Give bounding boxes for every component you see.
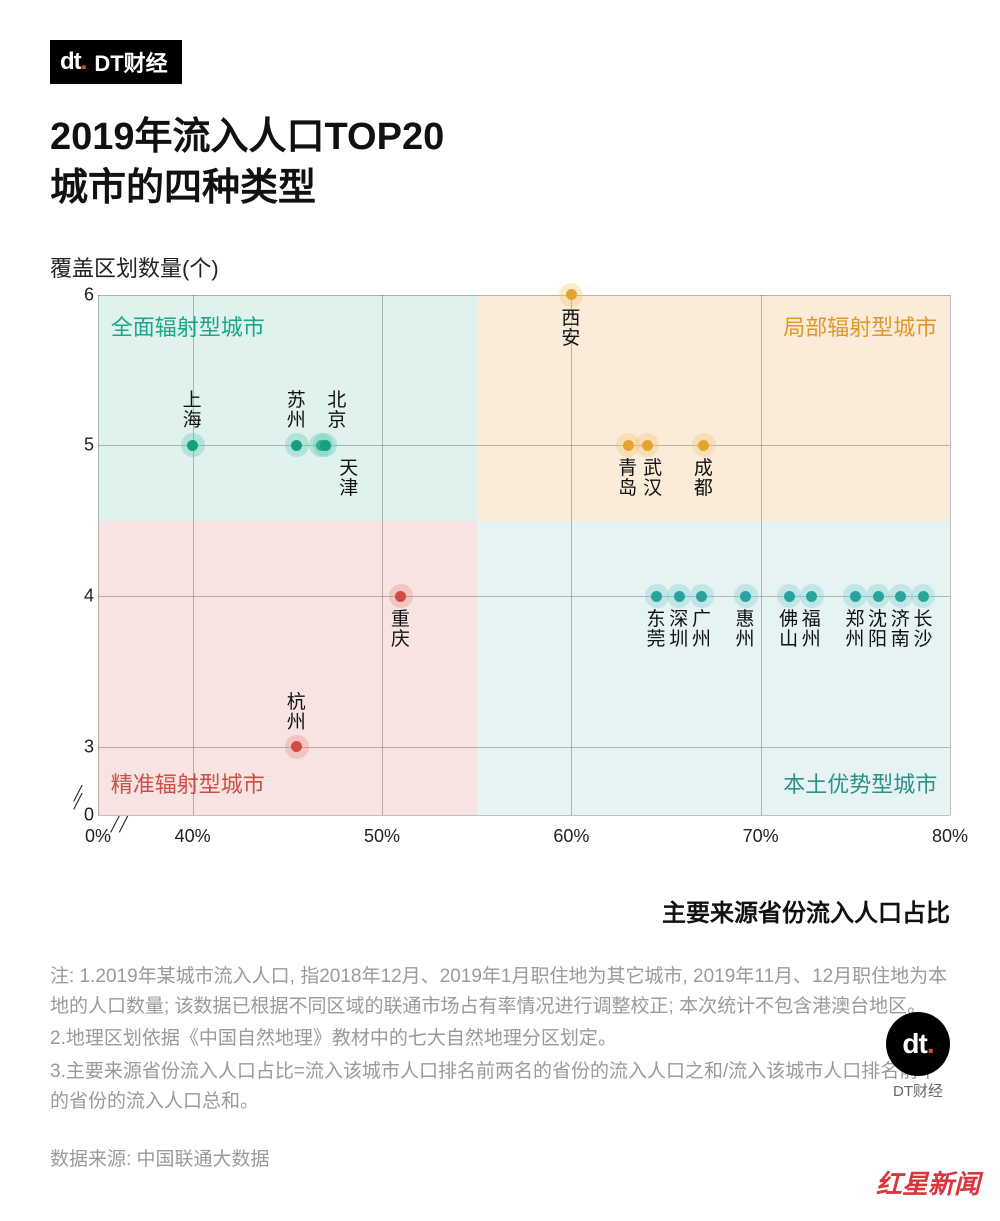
point-label: 杭州 bbox=[287, 693, 306, 733]
quadrant-label-bl: 精准辐射型城市 bbox=[111, 767, 265, 799]
axis-break-icon: ╱╱ bbox=[111, 820, 127, 828]
gridline-v bbox=[98, 295, 99, 815]
point-core bbox=[651, 591, 662, 602]
point-core bbox=[806, 591, 817, 602]
y-tick-label: 4 bbox=[70, 586, 94, 607]
point-core bbox=[187, 440, 198, 451]
point-label: 福州 bbox=[802, 610, 821, 650]
gridline-v bbox=[382, 295, 383, 815]
point-core bbox=[784, 591, 795, 602]
point-core bbox=[918, 591, 929, 602]
corner-logo-caption: DT财经 bbox=[886, 1080, 950, 1101]
point-core bbox=[395, 591, 406, 602]
y-tick-label: 3 bbox=[70, 736, 94, 757]
point-label: 济南 bbox=[891, 610, 910, 650]
point-core bbox=[291, 440, 302, 451]
point-core bbox=[698, 440, 709, 451]
footnote-line: 2.地理区划依据《中国自然地理》教材中的七大自然地理分区划定。 bbox=[50, 1024, 950, 1054]
point-core bbox=[623, 440, 634, 451]
point-core bbox=[674, 591, 685, 602]
title-line-1: 2019年流入人口TOP20 bbox=[50, 116, 444, 158]
page: dt. DT财经 2019年流入人口TOP20 城市的四种类型 覆盖区划数量(个… bbox=[0, 0, 1000, 1221]
corner-brand-logo: dt. DT财经 bbox=[886, 1012, 950, 1101]
brand-badge: dt. DT财经 bbox=[50, 40, 182, 84]
point-label: 佛山 bbox=[779, 610, 798, 650]
point-label: 沈阳 bbox=[868, 610, 887, 650]
point-label: 广州 bbox=[692, 610, 711, 650]
brand-logo: dt. bbox=[60, 48, 86, 76]
footnote-line: 3.主要来源省份流入人口占比=流入该城市人口排名前两名的省份的流入人口之和/流入… bbox=[50, 1057, 950, 1118]
brand-name: DT财经 bbox=[94, 46, 167, 78]
point-label: 青岛 bbox=[618, 459, 637, 499]
point-label: 天津 bbox=[339, 459, 358, 499]
point-label: 成都 bbox=[694, 459, 713, 499]
footnotes: 注: 1.2019年某城市流入人口, 指2018年12月、2019年1月职住地为… bbox=[50, 962, 950, 1118]
axis-break-icon: ╱╱ bbox=[70, 789, 86, 806]
point-label: 东莞 bbox=[647, 610, 666, 650]
point-label: 惠州 bbox=[736, 610, 755, 650]
title-line-2: 城市的四种类型 bbox=[50, 167, 316, 209]
point-label: 深圳 bbox=[669, 610, 688, 650]
gridline-v bbox=[193, 295, 194, 815]
point-label: 苏州 bbox=[287, 391, 306, 431]
quadrant-label-tr: 局部辐射型城市 bbox=[783, 310, 937, 342]
point-core bbox=[642, 440, 653, 451]
point-core bbox=[895, 591, 906, 602]
point-label: 长沙 bbox=[913, 610, 932, 650]
gridline-v bbox=[950, 295, 951, 815]
gridline-h bbox=[98, 815, 950, 816]
point-core bbox=[850, 591, 861, 602]
watermark: 红星新闻 bbox=[876, 1164, 980, 1201]
y-axis-title: 覆盖区划数量(个) bbox=[50, 251, 950, 283]
footnote-line: 注: 1.2019年某城市流入人口, 指2018年12月、2019年1月职住地为… bbox=[50, 962, 950, 1023]
point-core bbox=[696, 591, 707, 602]
x-tick-label: 40% bbox=[175, 826, 211, 847]
chart-title: 2019年流入人口TOP20 城市的四种类型 bbox=[50, 112, 950, 215]
corner-logo-icon: dt. bbox=[886, 1012, 950, 1076]
gridline-h bbox=[98, 747, 950, 748]
quadrant-label-br: 本土优势型城市 bbox=[783, 767, 937, 799]
point-core bbox=[740, 591, 751, 602]
x-axis-title: 主要来源省份流入人口占比 bbox=[50, 893, 950, 928]
point-label: 郑州 bbox=[845, 610, 864, 650]
data-source: 数据来源: 中国联通大数据 bbox=[50, 1144, 950, 1171]
point-label: 上海 bbox=[183, 391, 202, 431]
x-tick-label: 60% bbox=[553, 826, 589, 847]
point-label: 北京 bbox=[327, 391, 346, 431]
x-tick-label: 50% bbox=[364, 826, 400, 847]
x-tick-label: 80% bbox=[932, 826, 968, 847]
point-core bbox=[873, 591, 884, 602]
point-core bbox=[566, 289, 577, 300]
point-label: 武汉 bbox=[643, 459, 662, 499]
y-tick-label: 6 bbox=[70, 284, 94, 305]
gridline-h bbox=[98, 295, 950, 296]
gridline-v bbox=[761, 295, 762, 815]
point-label: 西安 bbox=[561, 309, 580, 349]
point-core bbox=[320, 440, 331, 451]
chart: 全面辐射型城市局部辐射型城市精准辐射型城市本土优势型城市0╱╱34560%╱╱4… bbox=[70, 295, 950, 875]
gridline-v bbox=[571, 295, 572, 815]
x-tick-label: 0% bbox=[85, 826, 111, 847]
point-label: 重庆 bbox=[391, 610, 410, 650]
chart-plot-area: 全面辐射型城市局部辐射型城市精准辐射型城市本土优势型城市0╱╱34560%╱╱4… bbox=[98, 295, 950, 815]
quadrant-label-tl: 全面辐射型城市 bbox=[111, 310, 265, 342]
y-tick-label: 5 bbox=[70, 435, 94, 456]
point-core bbox=[291, 741, 302, 752]
gridline-h bbox=[98, 445, 950, 446]
x-tick-label: 70% bbox=[743, 826, 779, 847]
